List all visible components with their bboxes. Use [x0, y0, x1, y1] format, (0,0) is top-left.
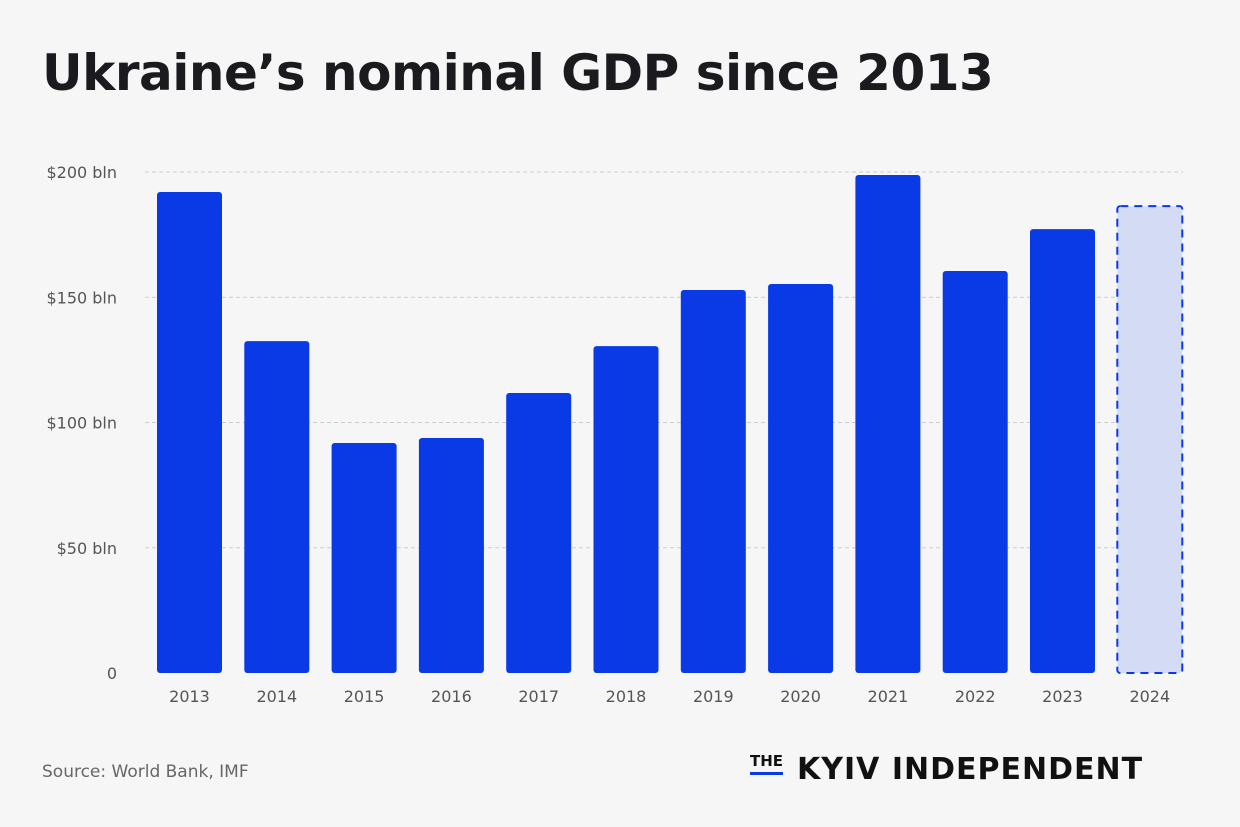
x-tick-label: 2018: [606, 687, 647, 706]
bar: [855, 175, 921, 674]
bar: [331, 443, 397, 673]
bar: [593, 346, 659, 673]
x-tick-label: 2021: [868, 687, 909, 706]
logo-name: KYIV INDEPENDENT: [797, 752, 1144, 787]
bar: [418, 438, 484, 673]
bar: [157, 192, 222, 674]
bar: [244, 341, 310, 673]
x-tick-label: 2015: [344, 687, 385, 706]
chart-title: Ukraine’s nominal GDP since 2013: [42, 44, 994, 102]
bar: [506, 392, 572, 673]
source-note: Source: World Bank, IMF: [42, 762, 249, 782]
x-tick-label: 2017: [518, 687, 559, 706]
bar-projected: [1116, 205, 1184, 674]
bar: [680, 289, 746, 673]
bar: [768, 283, 834, 673]
y-tick-label: $150 bln: [46, 288, 117, 307]
x-tick-label: 2020: [780, 687, 821, 706]
logo-the: THE: [750, 752, 784, 775]
bar: [1030, 229, 1095, 673]
bar: [942, 270, 1008, 673]
x-tick-label: 2016: [431, 687, 472, 706]
y-tick-label: $100 bln: [46, 414, 117, 433]
kyiv-independent-logo: THE KYIV INDEPENDENT: [750, 752, 1143, 788]
x-tick-label: 2023: [1042, 687, 1083, 706]
y-tick-label: $50 bln: [57, 539, 117, 558]
y-tick-label: $200 bln: [46, 163, 117, 182]
x-tick-label: 2014: [256, 687, 297, 706]
x-tick-label: 2024: [1129, 687, 1170, 706]
y-tick-label: 0: [107, 664, 117, 683]
x-tick-label: 2019: [693, 687, 734, 706]
x-tick-label: 2022: [955, 687, 996, 706]
x-tick-label: 2013: [169, 687, 210, 706]
